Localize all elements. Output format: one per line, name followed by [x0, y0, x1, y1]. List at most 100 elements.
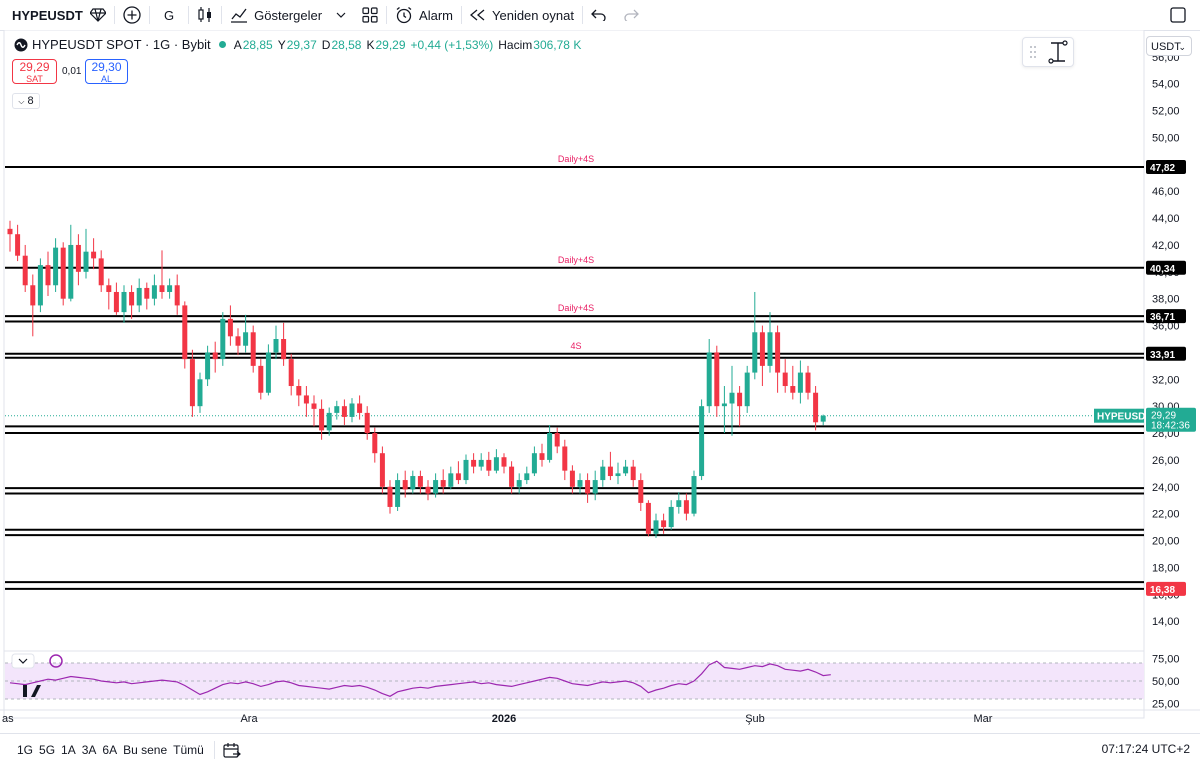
candle[interactable]: [683, 500, 689, 514]
fullscreen-button[interactable]: [1162, 0, 1200, 30]
candle[interactable]: [30, 285, 36, 306]
candle[interactable]: [668, 506, 674, 528]
candle[interactable]: [607, 466, 613, 477]
candle[interactable]: [372, 433, 378, 454]
range-3a[interactable]: 3A: [81, 742, 97, 757]
layouts-button[interactable]: [354, 0, 386, 30]
candle[interactable]: [524, 473, 530, 481]
candle[interactable]: [288, 359, 294, 387]
range-all[interactable]: Tümü: [173, 742, 204, 757]
candle[interactable]: [75, 244, 81, 272]
pane-collapse-button[interactable]: [11, 653, 35, 669]
goto-date-button[interactable]: [215, 735, 249, 765]
candle[interactable]: [706, 352, 712, 407]
candle[interactable]: [410, 476, 416, 490]
candle[interactable]: [592, 480, 598, 494]
candle[interactable]: [547, 433, 553, 460]
candle[interactable]: [395, 480, 401, 507]
undo-button[interactable]: [583, 0, 615, 30]
drag-handle-icon[interactable]: [1028, 44, 1038, 60]
range-1g[interactable]: 1G: [17, 742, 34, 757]
candle[interactable]: [433, 480, 439, 494]
candle[interactable]: [661, 520, 667, 528]
candle[interactable]: [531, 453, 537, 474]
candle[interactable]: [281, 339, 287, 360]
chart-type-button[interactable]: [189, 0, 221, 30]
interval-button[interactable]: G: [150, 0, 188, 30]
candle[interactable]: [744, 372, 750, 407]
candle[interactable]: [349, 403, 355, 417]
candle[interactable]: [721, 403, 727, 407]
candle[interactable]: [509, 466, 515, 487]
candle[interactable]: [463, 459, 469, 481]
candle[interactable]: [691, 476, 697, 514]
candle[interactable]: [68, 244, 74, 299]
candle[interactable]: [782, 372, 788, 387]
price-chart[interactable]: 14,0016,0018,0020,0022,0024,0026,0028,00…: [0, 30, 1200, 733]
candle[interactable]: [7, 228, 13, 235]
indicators-button[interactable]: Göstergeler: [222, 0, 354, 30]
candle[interactable]: [37, 265, 43, 306]
candle[interactable]: [220, 318, 226, 360]
candle[interactable]: [600, 466, 606, 481]
candle[interactable]: [205, 352, 211, 380]
candle[interactable]: [364, 412, 370, 434]
redo-button[interactable]: [615, 0, 647, 30]
candle[interactable]: [22, 255, 28, 286]
candle[interactable]: [296, 386, 302, 396]
candle[interactable]: [326, 412, 332, 431]
candle[interactable]: [129, 291, 135, 306]
candle[interactable]: [775, 332, 781, 373]
candle[interactable]: [182, 305, 188, 360]
candle[interactable]: [797, 372, 803, 393]
candle[interactable]: [60, 247, 66, 299]
symbol-search-button[interactable]: HYPEUSDT: [0, 0, 83, 30]
candle[interactable]: [121, 291, 127, 313]
candle[interactable]: [197, 379, 203, 407]
candle[interactable]: [805, 372, 811, 393]
indicators-toggle[interactable]: ⌵ 8: [12, 93, 40, 109]
candle[interactable]: [243, 332, 249, 346]
candle[interactable]: [737, 392, 743, 407]
candle[interactable]: [212, 352, 218, 360]
candle[interactable]: [402, 480, 408, 490]
candle[interactable]: [676, 500, 682, 507]
candle[interactable]: [83, 251, 89, 272]
candle[interactable]: [250, 332, 256, 366]
refresh-icon[interactable]: [49, 654, 63, 668]
candle[interactable]: [265, 352, 271, 393]
candle[interactable]: [478, 459, 484, 467]
candle[interactable]: [235, 336, 241, 346]
candle[interactable]: [714, 352, 720, 407]
candle[interactable]: [729, 392, 735, 404]
candle[interactable]: [455, 473, 461, 481]
candle[interactable]: [516, 480, 522, 487]
compare-button[interactable]: [82, 0, 114, 30]
candle[interactable]: [486, 459, 492, 471]
candle[interactable]: [174, 285, 180, 306]
candle[interactable]: [167, 285, 173, 292]
replay-button[interactable]: Yeniden oynat: [462, 0, 582, 30]
candle[interactable]: [53, 247, 59, 286]
alarm-button[interactable]: Alarm: [387, 0, 461, 30]
candle[interactable]: [752, 332, 758, 373]
candle[interactable]: [471, 459, 477, 467]
range-6a[interactable]: 6A: [102, 742, 118, 757]
candle[interactable]: [585, 480, 591, 494]
range-ytd[interactable]: Bu sene: [123, 742, 168, 757]
add-symbol-button[interactable]: [115, 0, 149, 30]
candle[interactable]: [493, 457, 499, 471]
candle[interactable]: [554, 433, 560, 447]
candle[interactable]: [699, 406, 705, 477]
candle[interactable]: [106, 285, 112, 292]
candle[interactable]: [341, 406, 347, 417]
candle[interactable]: [440, 480, 446, 487]
candle[interactable]: [759, 332, 765, 366]
clock-timezone[interactable]: 07:17:24 UTC+2: [1101, 742, 1190, 756]
candle[interactable]: [417, 476, 423, 487]
candle[interactable]: [577, 480, 583, 487]
candle[interactable]: [151, 285, 157, 299]
candle[interactable]: [539, 453, 545, 460]
price-range-tool-icon[interactable]: [1047, 40, 1069, 64]
candle[interactable]: [569, 470, 575, 487]
